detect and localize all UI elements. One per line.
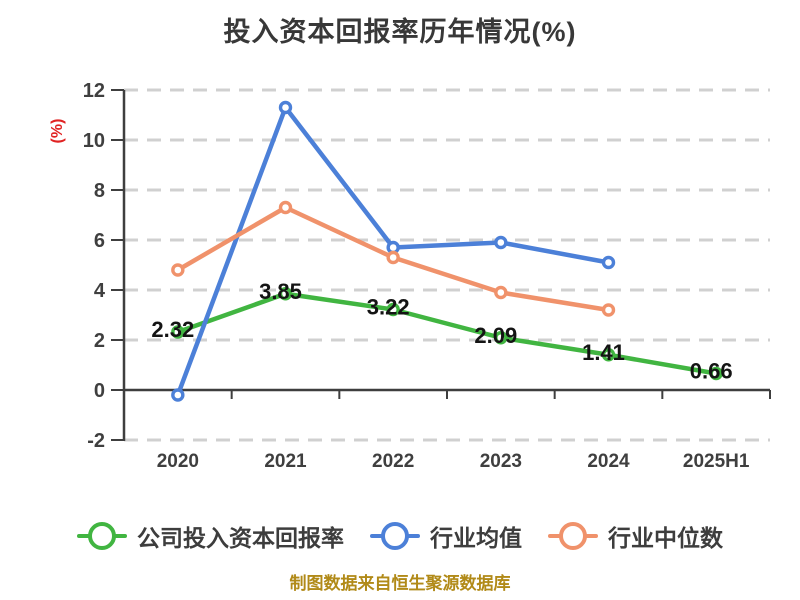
legend: 公司投入资本回报率 行业均值 行业中位数 [0, 519, 800, 553]
x-tick-label: 2022 [372, 451, 414, 472]
y-tick-label: 2 [94, 330, 105, 352]
data-point-marker-s1[interactable] [278, 100, 293, 115]
legend-marker-orange-icon [548, 522, 598, 550]
footer-note: 制图数据来自恒生聚源数据库 [289, 574, 511, 593]
data-point-marker-s0[interactable] [601, 348, 616, 362]
data-point-marker-s0[interactable] [386, 302, 400, 317]
data-point-label: 0.66 [690, 359, 733, 384]
x-tick-label: 2025H1 [683, 451, 750, 472]
legend-item-industry-mean[interactable]: 行业均值 [370, 519, 522, 553]
data-point-marker-s2[interactable] [386, 250, 400, 265]
legend-label: 公司投入资本回报率 [137, 525, 344, 551]
legend-item-industry-median[interactable]: 行业中位数 [548, 519, 723, 553]
legend-label: 行业中位数 [608, 525, 723, 551]
chart-title: 投入资本回报率历年情况(%) [223, 17, 577, 47]
legend-marker-green-icon [77, 522, 127, 550]
y-tick-label: 10 [83, 130, 105, 152]
data-point-label: 2.32 [151, 317, 194, 342]
y-tick-label: 4 [94, 280, 106, 302]
x-tick-label: 2020 [157, 451, 199, 472]
data-point-marker-s0[interactable] [278, 287, 293, 301]
data-point-marker-s2[interactable] [494, 285, 508, 300]
y-tick-label: 8 [94, 180, 105, 202]
data-point-marker-s2[interactable] [171, 263, 185, 277]
y-tick-label: 0 [94, 380, 105, 402]
y-axis-unit-label: (%) [49, 119, 66, 144]
x-tick-label: 2021 [264, 451, 307, 472]
y-tick-label: 6 [94, 230, 105, 252]
data-point-marker-s1[interactable] [494, 235, 508, 250]
y-tick-label: -2 [87, 430, 105, 452]
legend-label: 行业均值 [430, 525, 522, 551]
legend-item-company-roic[interactable]: 公司投入资本回报率 [77, 519, 344, 553]
legend-marker-blue-icon [370, 522, 420, 550]
data-point-label: 1.41 [582, 340, 625, 365]
data-point-marker-s1[interactable] [601, 255, 616, 270]
data-point-label: 2.09 [474, 323, 517, 348]
x-tick-label: 2024 [587, 451, 630, 472]
data-point-marker-s1[interactable] [171, 388, 185, 402]
data-point-label: 3.85 [259, 279, 302, 304]
data-point-marker-s0[interactable] [709, 366, 723, 381]
data-point-marker-s0[interactable] [494, 331, 508, 345]
data-point-marker-s0[interactable] [171, 325, 185, 339]
data-point-label: 3.22 [367, 295, 410, 320]
y-tick-label: 12 [83, 80, 105, 102]
data-point-marker-s2[interactable] [278, 200, 293, 215]
x-tick-label: 2023 [480, 451, 522, 472]
series-line-0 [175, 291, 719, 376]
data-point-marker-s2[interactable] [601, 303, 616, 317]
